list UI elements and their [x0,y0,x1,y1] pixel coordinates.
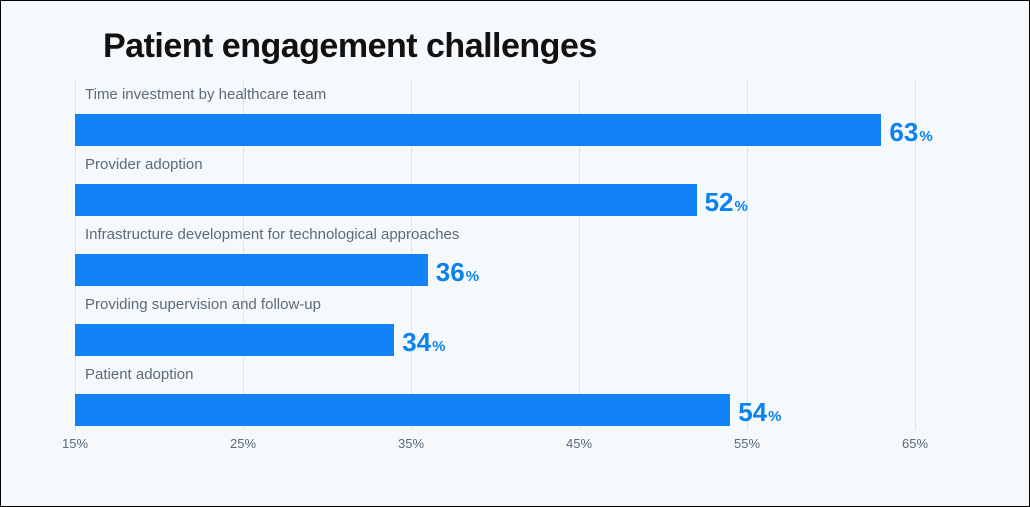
bar-value-label: 36% [436,257,479,288]
bar-row: Infrastructure development for technolog… [75,220,915,290]
x-tick-label: 65% [902,436,928,451]
percent-sign: % [919,128,932,145]
bar-category-label: Provider adoption [85,156,203,173]
bar-row: Provider adoption 52% [75,150,915,220]
chart-frame: Patient engagement challenges Time inves… [0,0,1030,507]
bar-value-number: 52 [705,187,734,218]
bar-category-label: Time investment by healthcare team [85,86,326,103]
percent-sign: % [466,268,479,285]
bar-value-label: 63% [889,117,932,148]
bar-rows: Time investment by healthcare team63%Pro… [75,80,915,430]
percent-sign: % [432,338,445,355]
percent-sign: % [768,408,781,425]
chart-plot: Time investment by healthcare team63%Pro… [45,80,985,460]
x-tick-label: 25% [230,436,256,451]
bar [75,254,428,286]
bar-value-number: 34 [402,327,431,358]
bar [75,394,730,426]
bar-category-label: Patient adoption [85,366,193,383]
bar-category-label: Infrastructure development for technolog… [85,226,459,243]
bar-value-label: 54% [738,397,781,428]
bar-value-number: 54 [738,397,767,428]
bar-row: Providing supervision and follow-up 34% [75,290,915,360]
bar [75,184,697,216]
x-tick-label: 35% [398,436,424,451]
bar-value-number: 63 [889,117,918,148]
bar-value-label: 34% [402,327,445,358]
bar-value-number: 36 [436,257,465,288]
bar [75,324,394,356]
bar [75,114,881,146]
bar-row: Patient adoption 54% [75,360,915,430]
bar-value-label: 52% [705,187,748,218]
x-tick-label: 45% [566,436,592,451]
x-tick-label: 55% [734,436,760,451]
x-tick-label: 15% [62,436,88,451]
chart-title: Patient engagement challenges [103,27,985,66]
x-axis: 15%25%35%45%55%65% [75,430,915,460]
bar-category-label: Providing supervision and follow-up [85,296,321,313]
bar-row: Time investment by healthcare team63% [75,80,915,150]
percent-sign: % [735,198,748,215]
